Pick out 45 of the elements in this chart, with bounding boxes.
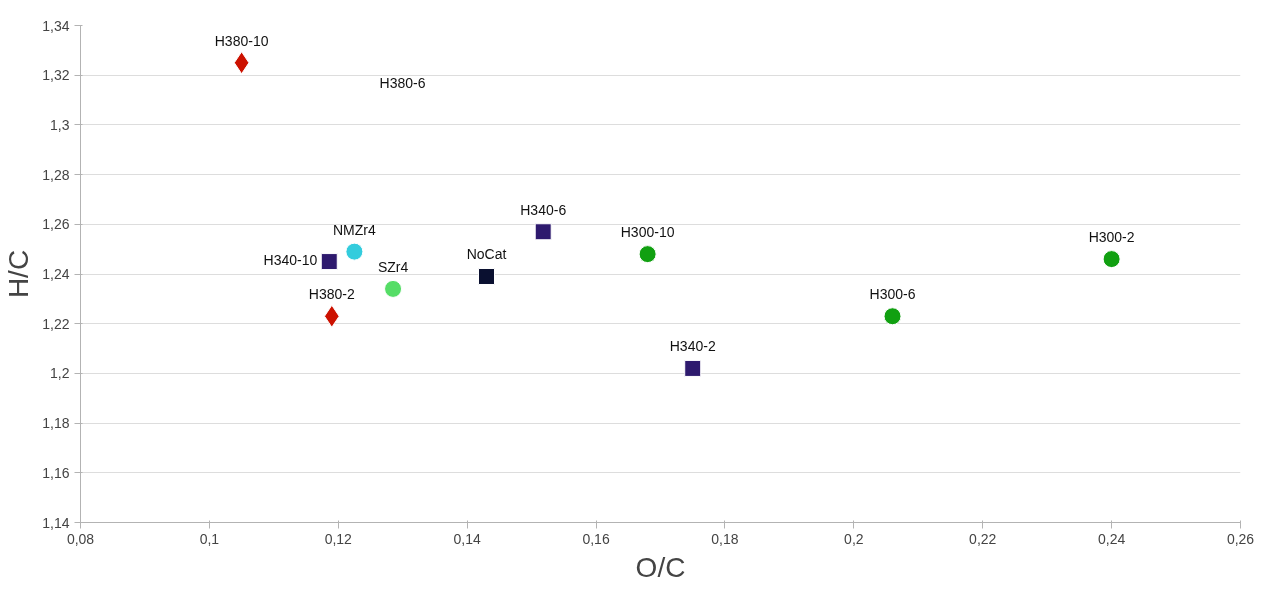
y-tick-label: 1,2 <box>50 365 70 382</box>
x-tick-label: 0,24 <box>1097 530 1126 547</box>
x-tick-label: 0,18 <box>711 530 739 547</box>
series-label: H340-2 <box>669 338 716 355</box>
y-axis-title: H/C <box>3 249 35 299</box>
y-tick-label: 1,24 <box>42 266 70 282</box>
x-tick-label: 0,22 <box>969 530 997 547</box>
annotation: H380-6 <box>379 74 426 91</box>
y-tick-label: 1,26 <box>42 216 70 233</box>
point <box>883 307 902 326</box>
series-label: H300-2 <box>1088 229 1135 246</box>
point <box>345 242 364 261</box>
series-label: H340-6 <box>520 201 567 218</box>
y-tick-label: 1,34 <box>42 17 70 34</box>
point <box>1102 250 1121 269</box>
series-label: SZr4 <box>377 258 409 275</box>
y-tick-label: 1,18 <box>42 415 70 432</box>
series-label: NoCat <box>466 246 507 263</box>
x-axis-title: O/C <box>635 551 686 583</box>
point <box>638 245 657 264</box>
point <box>534 223 552 241</box>
point <box>384 279 403 298</box>
series-label: H380-10 <box>214 32 269 49</box>
x-tick-label: 0,14 <box>453 530 481 547</box>
y-tick-label: 1,28 <box>42 166 70 183</box>
point <box>233 51 250 75</box>
point <box>684 359 702 377</box>
y-tick-label: 1,32 <box>42 67 70 84</box>
series-label: H300-6 <box>869 286 916 303</box>
series-label: H300-10 <box>620 224 675 241</box>
x-tick-label: 0,12 <box>324 530 353 547</box>
point <box>320 253 338 271</box>
series-label: H340-10 <box>263 251 318 268</box>
series-label: H380-2 <box>308 286 356 303</box>
x-tick-label: 0,1 <box>199 530 220 547</box>
y-tick-label: 1,14 <box>42 514 70 531</box>
x-tick-label: 0,2 <box>844 530 864 547</box>
y-tick-label: 1,16 <box>42 464 70 481</box>
y-tick-label: 1,3 <box>50 116 70 133</box>
y-tick-label: 1,22 <box>42 315 70 332</box>
x-tick-label: 0,08 <box>66 530 95 547</box>
x-tick-label: 0,26 <box>1226 530 1255 547</box>
x-tick-label: 0,16 <box>582 530 610 547</box>
point <box>478 267 495 285</box>
series-label: NMZr4 <box>333 221 376 238</box>
